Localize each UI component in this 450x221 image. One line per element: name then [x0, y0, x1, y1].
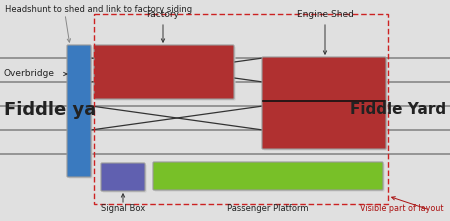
Text: Fiddle Yard: Fiddle Yard	[350, 103, 446, 118]
FancyBboxPatch shape	[153, 162, 383, 190]
FancyBboxPatch shape	[101, 163, 145, 191]
Text: Engine Shed: Engine Shed	[297, 10, 353, 19]
FancyBboxPatch shape	[264, 59, 387, 151]
Text: Factory: Factory	[147, 10, 180, 19]
Text: Overbridge: Overbridge	[4, 69, 55, 78]
FancyBboxPatch shape	[68, 46, 93, 179]
Bar	[94, 14, 388, 204]
Text: Visible part of layout: Visible part of layout	[360, 204, 444, 213]
Text: Headshunt to shed and link to factory siding: Headshunt to shed and link to factory si…	[5, 5, 192, 14]
FancyBboxPatch shape	[95, 46, 235, 101]
Text: Fiddle ya: Fiddle ya	[4, 101, 96, 119]
FancyBboxPatch shape	[154, 164, 384, 192]
FancyBboxPatch shape	[103, 164, 147, 192]
Text: Passenger Platform: Passenger Platform	[227, 204, 309, 213]
FancyBboxPatch shape	[67, 45, 91, 177]
Text: Signal Box: Signal Box	[101, 204, 145, 213]
FancyBboxPatch shape	[94, 45, 234, 99]
FancyBboxPatch shape	[262, 57, 386, 149]
